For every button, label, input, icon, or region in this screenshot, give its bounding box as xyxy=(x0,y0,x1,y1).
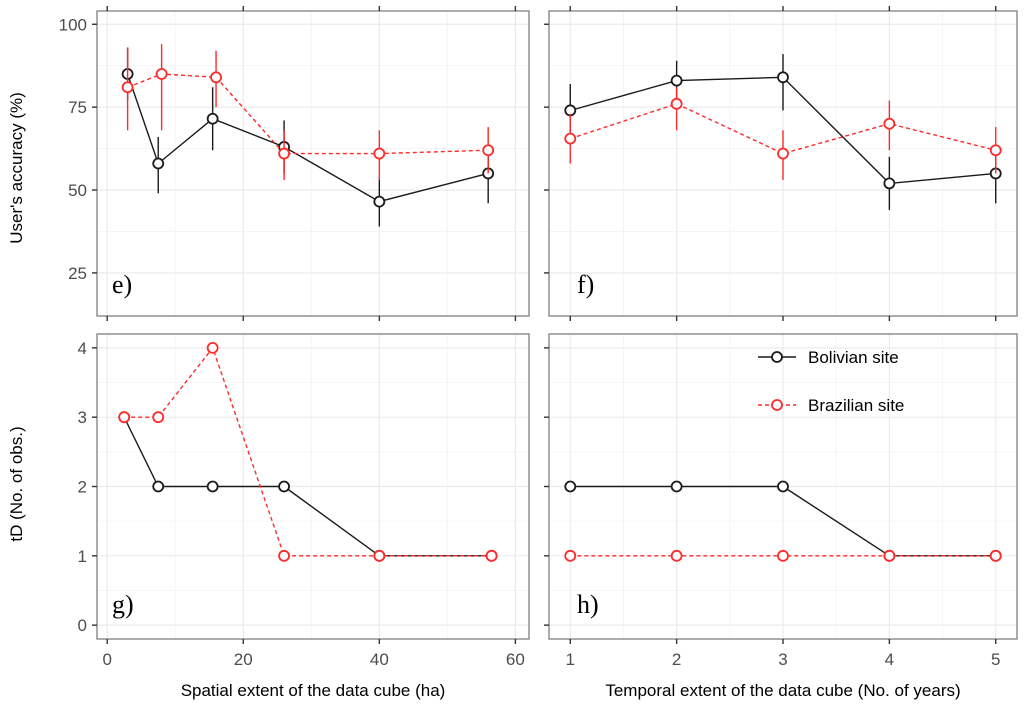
data-point-bolivian-g xyxy=(152,480,165,493)
panel-f: f) xyxy=(544,6,1018,321)
tick-label-y-e: 50 xyxy=(68,181,87,200)
tick-label-y-g: 3 xyxy=(78,408,87,427)
tick-label-y-e: 100 xyxy=(59,15,87,34)
data-point-brazilian-h xyxy=(564,549,577,562)
tick-label-x-g: 60 xyxy=(506,650,525,669)
data-point-bolivian-e xyxy=(373,195,386,208)
legend: Bolivian site Brazilian site xyxy=(758,348,904,415)
data-point-brazilian-g xyxy=(118,411,131,424)
tick-label-y-g: 4 xyxy=(78,339,87,358)
data-point-bolivian-f xyxy=(670,74,683,87)
panel-frame-e xyxy=(96,10,530,317)
data-point-bolivian-e xyxy=(206,112,219,125)
tick-label-y-g: 2 xyxy=(78,478,87,497)
tick-label-x-h: 1 xyxy=(566,650,575,669)
data-point-brazilian-f xyxy=(989,144,1002,157)
data-point-brazilian-g xyxy=(278,549,290,562)
legend-label-brazilian: Brazilian site xyxy=(808,396,904,415)
data-point-brazilian-h xyxy=(670,549,683,562)
tick-label-y-e: 75 xyxy=(68,98,87,117)
data-point-brazilian-f xyxy=(670,97,683,110)
panel-tag-g: g) xyxy=(112,590,134,619)
tick-label-x-h: 4 xyxy=(885,650,894,669)
tick-label-x-h: 2 xyxy=(672,650,681,669)
legend-marker-brazilian xyxy=(771,399,783,411)
y-axis-title-accuracy: User's accuracy (%) xyxy=(7,92,26,244)
data-point-bolivian-h xyxy=(670,480,683,493)
data-point-brazilian-h xyxy=(883,549,896,562)
data-point-bolivian-h xyxy=(777,480,789,493)
series-line-bolivian-e xyxy=(126,73,489,203)
data-point-brazilian-g xyxy=(485,549,498,562)
y-axis-title-td: tD (No. of obs.) xyxy=(7,426,26,541)
data-point-bolivian-g xyxy=(278,480,290,493)
data-point-bolivian-f xyxy=(777,71,789,84)
data-point-brazilian-e xyxy=(155,68,168,80)
panel-tag-f: f) xyxy=(577,270,594,299)
x-axis-title-temporal: Temporal extent of the data cube (No. of… xyxy=(605,681,960,700)
panel-g: 0 20 40 60 0 1 2 3 4 g) xyxy=(78,333,530,669)
data-point-brazilian-e xyxy=(373,147,386,160)
tick-label-x-h: 5 xyxy=(991,650,1000,669)
data-point-brazilian-e xyxy=(121,81,134,94)
data-point-brazilian-e xyxy=(210,71,222,84)
tick-label-x-g: 20 xyxy=(234,650,253,669)
data-point-brazilian-h xyxy=(777,549,789,562)
data-point-brazilian-e xyxy=(482,144,495,157)
data-point-bolivian-h xyxy=(564,480,577,493)
panel-h: 1 2 3 4 5 h) xyxy=(544,333,1018,669)
tick-label-y-g: 0 xyxy=(78,616,87,635)
data-point-brazilian-h xyxy=(989,549,1002,562)
x-axis-title-spatial: Spatial extent of the data cube (ha) xyxy=(181,681,446,700)
data-point-brazilian-f xyxy=(883,117,896,130)
legend-marker-bolivian xyxy=(771,351,783,363)
tick-label-y-e: 25 xyxy=(68,264,87,283)
tick-label-x-g: 0 xyxy=(102,650,111,669)
panel-e: 25 50 75 100 e) xyxy=(59,6,530,321)
data-point-brazilian-g xyxy=(373,549,386,562)
panel-tag-e: e) xyxy=(112,270,132,299)
data-point-brazilian-g xyxy=(152,411,165,424)
legend-label-bolivian: Bolivian site xyxy=(808,348,899,367)
series-line-brazilian-e xyxy=(127,73,489,155)
data-point-brazilian-f xyxy=(564,132,577,145)
tick-label-x-h: 3 xyxy=(778,650,787,669)
data-point-brazilian-f xyxy=(777,147,789,160)
data-point-bolivian-e xyxy=(152,157,165,170)
data-point-bolivian-f xyxy=(883,177,896,190)
panel-tag-h: h) xyxy=(577,590,599,619)
data-point-brazilian-e xyxy=(278,147,290,160)
data-point-brazilian-g xyxy=(206,341,219,354)
tick-label-y-g: 1 xyxy=(78,547,87,566)
data-point-bolivian-g xyxy=(206,480,219,493)
tick-label-x-g: 40 xyxy=(370,650,389,669)
